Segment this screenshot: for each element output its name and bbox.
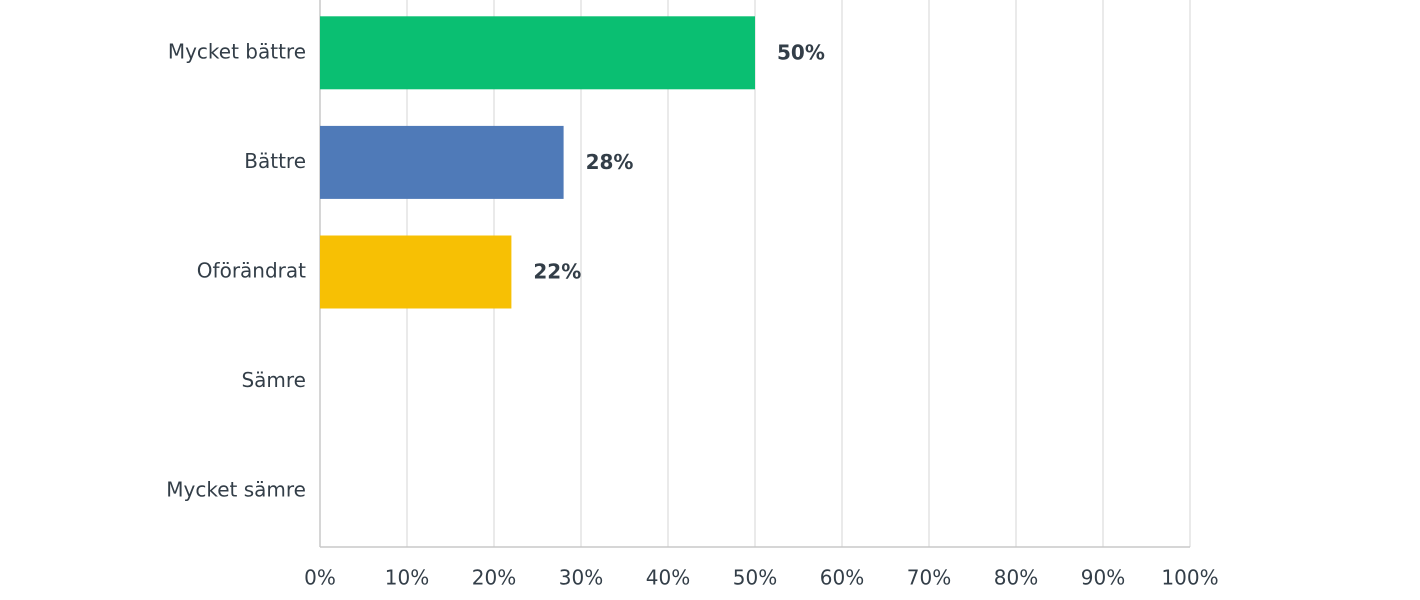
y-tick-label: Mycket bättre [168,39,306,63]
value-label: 50% [777,40,825,64]
bar [320,235,512,309]
y-tick-label: Mycket sämre [166,478,306,502]
value-label: 22% [533,260,581,284]
x-tick-label: 20% [472,566,516,590]
bar [320,125,564,199]
y-tick-label: Sämre [241,368,306,392]
bar [320,16,755,90]
x-tick-label: 50% [733,566,777,590]
x-tick-label: 60% [820,566,864,590]
y-tick-label: Bättre [244,149,306,173]
y-tick-label: Oförändrat [197,259,306,283]
value-label: 28% [586,150,634,174]
x-tick-label: 40% [646,566,690,590]
x-tick-label: 80% [994,566,1038,590]
x-tick-label: 100% [1161,566,1218,590]
x-tick-label: 30% [559,566,603,590]
x-tick-label: 90% [1081,566,1125,590]
x-tick-label: 70% [907,566,951,590]
x-tick-label: 0% [304,566,336,590]
x-tick-label: 10% [385,566,429,590]
